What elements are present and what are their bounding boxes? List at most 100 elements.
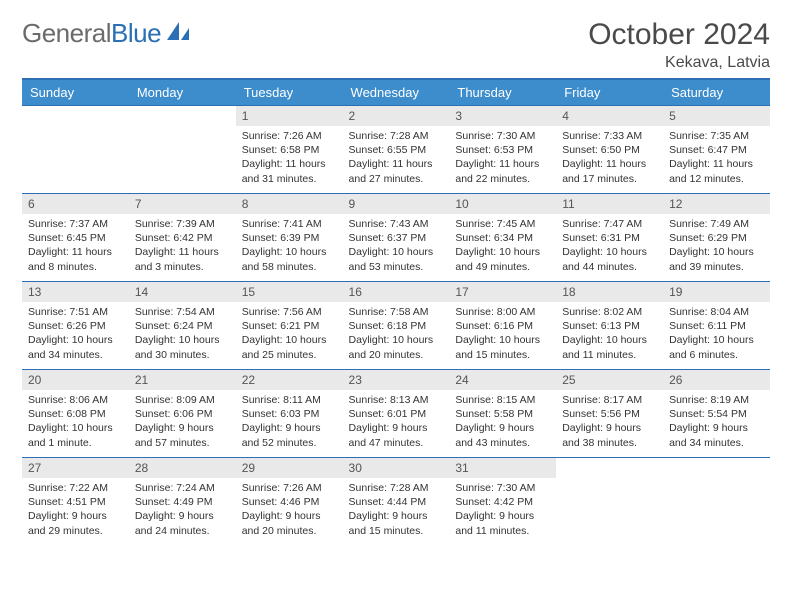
brand-part2: Blue <box>111 18 161 48</box>
weekday-header: Sunday <box>22 80 129 106</box>
day-details: Sunrise: 8:09 AMSunset: 6:06 PMDaylight:… <box>129 390 236 454</box>
header: GeneralBlue October 2024 Kekava, Latvia <box>22 18 770 72</box>
day-details: Sunrise: 7:24 AMSunset: 4:49 PMDaylight:… <box>129 478 236 542</box>
calendar-cell: 8Sunrise: 7:41 AMSunset: 6:39 PMDaylight… <box>236 194 343 282</box>
sail-icon <box>165 20 193 47</box>
day-number: 25 <box>556 370 663 390</box>
day-number: 19 <box>663 282 770 302</box>
day-number: 2 <box>343 106 450 126</box>
day-details: Sunrise: 8:19 AMSunset: 5:54 PMDaylight:… <box>663 390 770 454</box>
calendar-cell: 20Sunrise: 8:06 AMSunset: 6:08 PMDayligh… <box>22 370 129 458</box>
day-number: 6 <box>22 194 129 214</box>
day-number: 10 <box>449 194 556 214</box>
day-details: Sunrise: 7:30 AMSunset: 4:42 PMDaylight:… <box>449 478 556 542</box>
calendar-cell: 16Sunrise: 7:58 AMSunset: 6:18 PMDayligh… <box>343 282 450 370</box>
day-details: Sunrise: 7:26 AMSunset: 6:58 PMDaylight:… <box>236 126 343 190</box>
day-details: Sunrise: 7:47 AMSunset: 6:31 PMDaylight:… <box>556 214 663 278</box>
weekday-header: Tuesday <box>236 80 343 106</box>
brand-text: GeneralBlue <box>22 18 161 49</box>
calendar-cell: 27Sunrise: 7:22 AMSunset: 4:51 PMDayligh… <box>22 458 129 546</box>
calendar-cell: 9Sunrise: 7:43 AMSunset: 6:37 PMDaylight… <box>343 194 450 282</box>
day-number: 5 <box>663 106 770 126</box>
day-details: Sunrise: 8:15 AMSunset: 5:58 PMDaylight:… <box>449 390 556 454</box>
calendar-cell <box>556 458 663 546</box>
calendar-cell: 18Sunrise: 8:02 AMSunset: 6:13 PMDayligh… <box>556 282 663 370</box>
day-details: Sunrise: 8:13 AMSunset: 6:01 PMDaylight:… <box>343 390 450 454</box>
day-number: 7 <box>129 194 236 214</box>
calendar-cell: 17Sunrise: 8:00 AMSunset: 6:16 PMDayligh… <box>449 282 556 370</box>
day-details: Sunrise: 8:00 AMSunset: 6:16 PMDaylight:… <box>449 302 556 366</box>
day-number: 23 <box>343 370 450 390</box>
calendar-cell: 25Sunrise: 8:17 AMSunset: 5:56 PMDayligh… <box>556 370 663 458</box>
calendar-cell: 30Sunrise: 7:28 AMSunset: 4:44 PMDayligh… <box>343 458 450 546</box>
calendar-cell: 24Sunrise: 8:15 AMSunset: 5:58 PMDayligh… <box>449 370 556 458</box>
day-details: Sunrise: 7:45 AMSunset: 6:34 PMDaylight:… <box>449 214 556 278</box>
day-details: Sunrise: 7:33 AMSunset: 6:50 PMDaylight:… <box>556 126 663 190</box>
calendar-row: 6Sunrise: 7:37 AMSunset: 6:45 PMDaylight… <box>22 194 770 282</box>
weekday-header: Thursday <box>449 80 556 106</box>
day-details: Sunrise: 8:04 AMSunset: 6:11 PMDaylight:… <box>663 302 770 366</box>
day-details: Sunrise: 8:11 AMSunset: 6:03 PMDaylight:… <box>236 390 343 454</box>
location-label: Kekava, Latvia <box>588 54 770 72</box>
calendar-cell: 10Sunrise: 7:45 AMSunset: 6:34 PMDayligh… <box>449 194 556 282</box>
calendar-cell: 1Sunrise: 7:26 AMSunset: 6:58 PMDaylight… <box>236 106 343 194</box>
day-details: Sunrise: 8:17 AMSunset: 5:56 PMDaylight:… <box>556 390 663 454</box>
calendar-cell: 31Sunrise: 7:30 AMSunset: 4:42 PMDayligh… <box>449 458 556 546</box>
calendar-cell <box>663 458 770 546</box>
day-number: 22 <box>236 370 343 390</box>
day-number: 18 <box>556 282 663 302</box>
calendar-cell: 11Sunrise: 7:47 AMSunset: 6:31 PMDayligh… <box>556 194 663 282</box>
calendar-cell: 15Sunrise: 7:56 AMSunset: 6:21 PMDayligh… <box>236 282 343 370</box>
day-details: Sunrise: 8:06 AMSunset: 6:08 PMDaylight:… <box>22 390 129 454</box>
calendar-head: SundayMondayTuesdayWednesdayThursdayFrid… <box>22 80 770 106</box>
calendar-row: 13Sunrise: 7:51 AMSunset: 6:26 PMDayligh… <box>22 282 770 370</box>
calendar-cell: 3Sunrise: 7:30 AMSunset: 6:53 PMDaylight… <box>449 106 556 194</box>
day-details: Sunrise: 7:43 AMSunset: 6:37 PMDaylight:… <box>343 214 450 278</box>
day-details: Sunrise: 7:28 AMSunset: 4:44 PMDaylight:… <box>343 478 450 542</box>
calendar-row: 1Sunrise: 7:26 AMSunset: 6:58 PMDaylight… <box>22 106 770 194</box>
calendar-table: SundayMondayTuesdayWednesdayThursdayFrid… <box>22 80 770 546</box>
day-number: 9 <box>343 194 450 214</box>
calendar-cell: 23Sunrise: 8:13 AMSunset: 6:01 PMDayligh… <box>343 370 450 458</box>
day-number: 24 <box>449 370 556 390</box>
day-number: 16 <box>343 282 450 302</box>
weekday-header: Saturday <box>663 80 770 106</box>
day-number: 14 <box>129 282 236 302</box>
calendar-cell: 2Sunrise: 7:28 AMSunset: 6:55 PMDaylight… <box>343 106 450 194</box>
calendar-cell: 6Sunrise: 7:37 AMSunset: 6:45 PMDaylight… <box>22 194 129 282</box>
calendar-cell <box>129 106 236 194</box>
day-details: Sunrise: 7:54 AMSunset: 6:24 PMDaylight:… <box>129 302 236 366</box>
calendar-body: 1Sunrise: 7:26 AMSunset: 6:58 PMDaylight… <box>22 106 770 546</box>
calendar-cell: 22Sunrise: 8:11 AMSunset: 6:03 PMDayligh… <box>236 370 343 458</box>
calendar-cell: 14Sunrise: 7:54 AMSunset: 6:24 PMDayligh… <box>129 282 236 370</box>
brand-part1: General <box>22 18 111 48</box>
day-number: 1 <box>236 106 343 126</box>
calendar-cell: 28Sunrise: 7:24 AMSunset: 4:49 PMDayligh… <box>129 458 236 546</box>
day-details: Sunrise: 7:41 AMSunset: 6:39 PMDaylight:… <box>236 214 343 278</box>
calendar-cell: 29Sunrise: 7:26 AMSunset: 4:46 PMDayligh… <box>236 458 343 546</box>
day-details: Sunrise: 7:56 AMSunset: 6:21 PMDaylight:… <box>236 302 343 366</box>
day-details: Sunrise: 7:26 AMSunset: 4:46 PMDaylight:… <box>236 478 343 542</box>
day-details: Sunrise: 7:37 AMSunset: 6:45 PMDaylight:… <box>22 214 129 278</box>
calendar-cell: 4Sunrise: 7:33 AMSunset: 6:50 PMDaylight… <box>556 106 663 194</box>
day-number: 12 <box>663 194 770 214</box>
calendar-cell: 21Sunrise: 8:09 AMSunset: 6:06 PMDayligh… <box>129 370 236 458</box>
day-details: Sunrise: 7:35 AMSunset: 6:47 PMDaylight:… <box>663 126 770 190</box>
day-details: Sunrise: 7:51 AMSunset: 6:26 PMDaylight:… <box>22 302 129 366</box>
day-details: Sunrise: 7:58 AMSunset: 6:18 PMDaylight:… <box>343 302 450 366</box>
day-number: 30 <box>343 458 450 478</box>
day-details: Sunrise: 7:28 AMSunset: 6:55 PMDaylight:… <box>343 126 450 190</box>
weekday-header: Monday <box>129 80 236 106</box>
calendar-row: 27Sunrise: 7:22 AMSunset: 4:51 PMDayligh… <box>22 458 770 546</box>
day-number: 21 <box>129 370 236 390</box>
day-details: Sunrise: 7:39 AMSunset: 6:42 PMDaylight:… <box>129 214 236 278</box>
calendar-cell: 19Sunrise: 8:04 AMSunset: 6:11 PMDayligh… <box>663 282 770 370</box>
day-number: 20 <box>22 370 129 390</box>
calendar-cell: 12Sunrise: 7:49 AMSunset: 6:29 PMDayligh… <box>663 194 770 282</box>
day-number: 29 <box>236 458 343 478</box>
calendar-cell: 7Sunrise: 7:39 AMSunset: 6:42 PMDaylight… <box>129 194 236 282</box>
day-number: 4 <box>556 106 663 126</box>
day-details: Sunrise: 7:30 AMSunset: 6:53 PMDaylight:… <box>449 126 556 190</box>
day-details: Sunrise: 7:22 AMSunset: 4:51 PMDaylight:… <box>22 478 129 542</box>
day-number: 26 <box>663 370 770 390</box>
